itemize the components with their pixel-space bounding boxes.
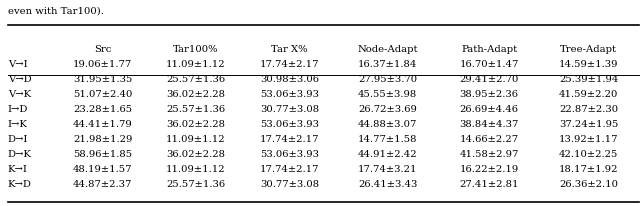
Text: V→I: V→I (8, 60, 28, 69)
Text: 48.19±1.57: 48.19±1.57 (73, 165, 132, 174)
Text: 17.74±3.21: 17.74±3.21 (358, 165, 417, 174)
Text: D→I: D→I (8, 135, 28, 144)
Text: 53.06±3.93: 53.06±3.93 (260, 90, 319, 99)
Text: 25.57±1.36: 25.57±1.36 (166, 105, 225, 114)
Text: 26.72±3.69: 26.72±3.69 (358, 105, 417, 114)
Text: Path-Adapt: Path-Adapt (461, 45, 517, 54)
Text: 53.06±3.93: 53.06±3.93 (260, 120, 319, 129)
Text: 27.95±3.70: 27.95±3.70 (358, 75, 417, 84)
Text: 44.91±2.42: 44.91±2.42 (358, 150, 417, 159)
Text: V→K: V→K (8, 90, 31, 99)
Text: 23.28±1.65: 23.28±1.65 (73, 105, 132, 114)
Text: 14.77±1.58: 14.77±1.58 (358, 135, 417, 144)
Text: 38.84±4.37: 38.84±4.37 (460, 120, 518, 129)
Text: 11.09±1.12: 11.09±1.12 (166, 165, 226, 174)
Text: 41.59±2.20: 41.59±2.20 (559, 90, 618, 99)
Text: 26.41±3.43: 26.41±3.43 (358, 180, 417, 189)
Text: Tar100%: Tar100% (173, 45, 219, 54)
Text: 30.77±3.08: 30.77±3.08 (260, 180, 319, 189)
Text: I→K: I→K (8, 120, 28, 129)
Text: Tar X%: Tar X% (271, 45, 308, 54)
Text: 25.57±1.36: 25.57±1.36 (166, 180, 225, 189)
Text: 16.70±1.47: 16.70±1.47 (460, 60, 518, 69)
Text: 22.87±2.30: 22.87±2.30 (559, 105, 618, 114)
Text: 37.24±1.95: 37.24±1.95 (559, 120, 618, 129)
Text: 45.55±3.98: 45.55±3.98 (358, 90, 417, 99)
Text: 36.02±2.28: 36.02±2.28 (166, 90, 225, 99)
Text: D→K: D→K (8, 150, 31, 159)
Text: 26.69±4.46: 26.69±4.46 (460, 105, 518, 114)
Text: 44.87±2.37: 44.87±2.37 (73, 180, 132, 189)
Text: 26.36±2.10: 26.36±2.10 (559, 180, 618, 189)
Text: 58.96±1.85: 58.96±1.85 (73, 150, 132, 159)
Text: Tree-Adapt: Tree-Adapt (560, 45, 618, 54)
Text: 38.95±2.36: 38.95±2.36 (460, 90, 518, 99)
Text: 14.59±1.39: 14.59±1.39 (559, 60, 619, 69)
Text: 11.09±1.12: 11.09±1.12 (166, 60, 226, 69)
Text: 27.41±2.81: 27.41±2.81 (460, 180, 519, 189)
Text: 14.66±2.27: 14.66±2.27 (460, 135, 518, 144)
Text: 18.17±1.92: 18.17±1.92 (559, 165, 619, 174)
Text: 42.10±2.25: 42.10±2.25 (559, 150, 618, 159)
Text: 17.74±2.17: 17.74±2.17 (260, 165, 319, 174)
Text: 36.02±2.28: 36.02±2.28 (166, 120, 225, 129)
Text: 16.22±2.19: 16.22±2.19 (460, 165, 518, 174)
Text: 29.41±2.70: 29.41±2.70 (460, 75, 518, 84)
Text: 51.07±2.40: 51.07±2.40 (73, 90, 132, 99)
Text: 16.37±1.84: 16.37±1.84 (358, 60, 417, 69)
Text: I→D: I→D (8, 105, 28, 114)
Text: 41.58±2.97: 41.58±2.97 (460, 150, 518, 159)
Text: 21.98±1.29: 21.98±1.29 (73, 135, 132, 144)
Text: 30.77±3.08: 30.77±3.08 (260, 105, 319, 114)
Text: 11.09±1.12: 11.09±1.12 (166, 135, 226, 144)
Text: 30.98±3.06: 30.98±3.06 (260, 75, 319, 84)
Text: V→D: V→D (8, 75, 31, 84)
Text: 17.74±2.17: 17.74±2.17 (260, 135, 319, 144)
Text: 36.02±2.28: 36.02±2.28 (166, 150, 225, 159)
Text: K→I: K→I (8, 165, 28, 174)
Text: 25.57±1.36: 25.57±1.36 (166, 75, 225, 84)
Text: 53.06±3.93: 53.06±3.93 (260, 150, 319, 159)
Text: Node-Adapt: Node-Adapt (357, 45, 418, 54)
Text: 25.39±1.94: 25.39±1.94 (559, 75, 618, 84)
Text: even with Tar100).: even with Tar100). (8, 6, 104, 15)
Text: 44.88±3.07: 44.88±3.07 (358, 120, 417, 129)
Text: 44.41±1.79: 44.41±1.79 (73, 120, 132, 129)
Text: K→D: K→D (8, 180, 31, 189)
Text: 31.95±1.35: 31.95±1.35 (73, 75, 132, 84)
Text: Src: Src (94, 45, 111, 54)
Text: 19.06±1.77: 19.06±1.77 (73, 60, 132, 69)
Text: 17.74±2.17: 17.74±2.17 (260, 60, 319, 69)
Text: 13.92±1.17: 13.92±1.17 (559, 135, 619, 144)
